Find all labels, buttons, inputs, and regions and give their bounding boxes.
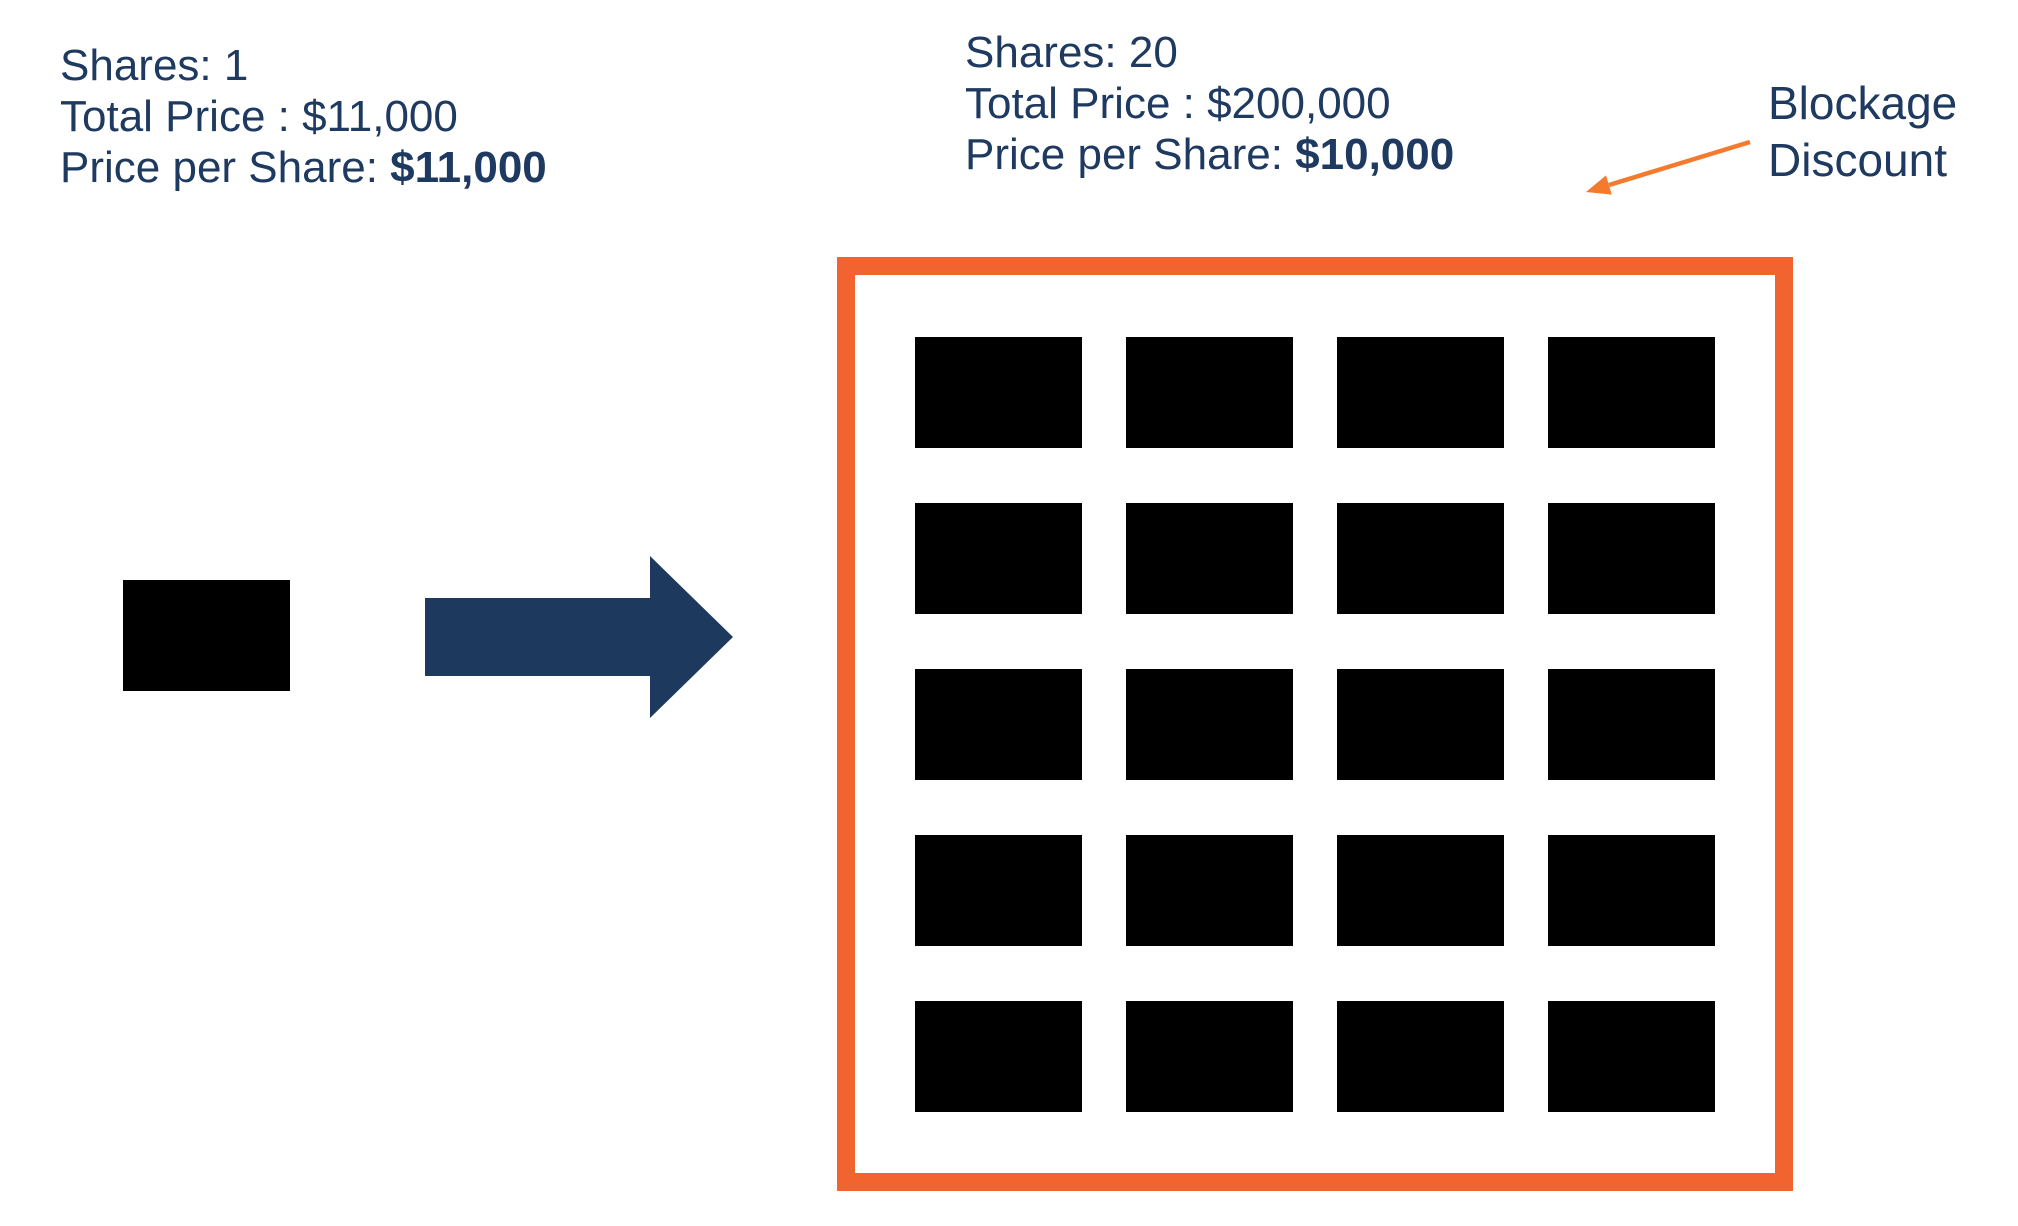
blockage-label-line2: Discount: [1768, 134, 1947, 186]
certificate-grid: [855, 275, 1775, 1173]
certificate-icon: [908, 828, 1089, 953]
pointer-arrow-icon: [1586, 139, 1751, 195]
certificate-icon: [116, 573, 297, 698]
price-per-share-label: Price per Share:: [965, 130, 1296, 179]
certificate-icon: [1541, 994, 1722, 1119]
certificate-icon: [1119, 330, 1300, 455]
certificate-icon: [1330, 994, 1511, 1119]
certificate-icon: [1541, 828, 1722, 953]
certificate-icon: [908, 496, 1089, 621]
share-block-stats: Shares: 20 Total Price : $200,000 Price …: [965, 27, 1454, 180]
shares-count-line: Shares: 20: [965, 28, 1178, 77]
blockage-discount-label: Blockage Discount: [1768, 75, 1957, 189]
price-per-share-value: $10,000: [1295, 130, 1455, 179]
certificate-icon: [1330, 662, 1511, 787]
share-block-container: [837, 257, 1793, 1191]
certificate-icon: [908, 330, 1089, 455]
certificate-icon: [1119, 662, 1300, 787]
single-share-stats: Shares: 1 Total Price : $11,000 Price pe…: [60, 40, 547, 193]
certificate-icon: [1330, 496, 1511, 621]
shares-count-line: Shares: 1: [60, 41, 249, 90]
certificate-icon: [1119, 496, 1300, 621]
certificate-icon: [908, 662, 1089, 787]
certificate-icon: [1330, 330, 1511, 455]
price-per-share-label: Price per Share:: [60, 143, 391, 192]
certificate-icon: [1541, 662, 1722, 787]
total-price-line: Total Price : $11,000: [60, 92, 458, 141]
price-per-share-line: Price per Share: $10,000: [965, 129, 1454, 180]
certificate-icon: [1119, 994, 1300, 1119]
certificate-icon: [1541, 330, 1722, 455]
price-per-share-value: $11,000: [390, 143, 547, 192]
total-price-line: Total Price : $200,000: [965, 79, 1391, 128]
certificate-icon: [1119, 828, 1300, 953]
right-arrow-icon: [425, 556, 733, 718]
certificate-icon: [1541, 496, 1722, 621]
certificate-icon: [908, 994, 1089, 1119]
blockage-label-line1: Blockage: [1768, 77, 1958, 129]
price-per-share-line: Price per Share: $11,000: [60, 142, 547, 193]
certificate-icon: [1330, 828, 1511, 953]
